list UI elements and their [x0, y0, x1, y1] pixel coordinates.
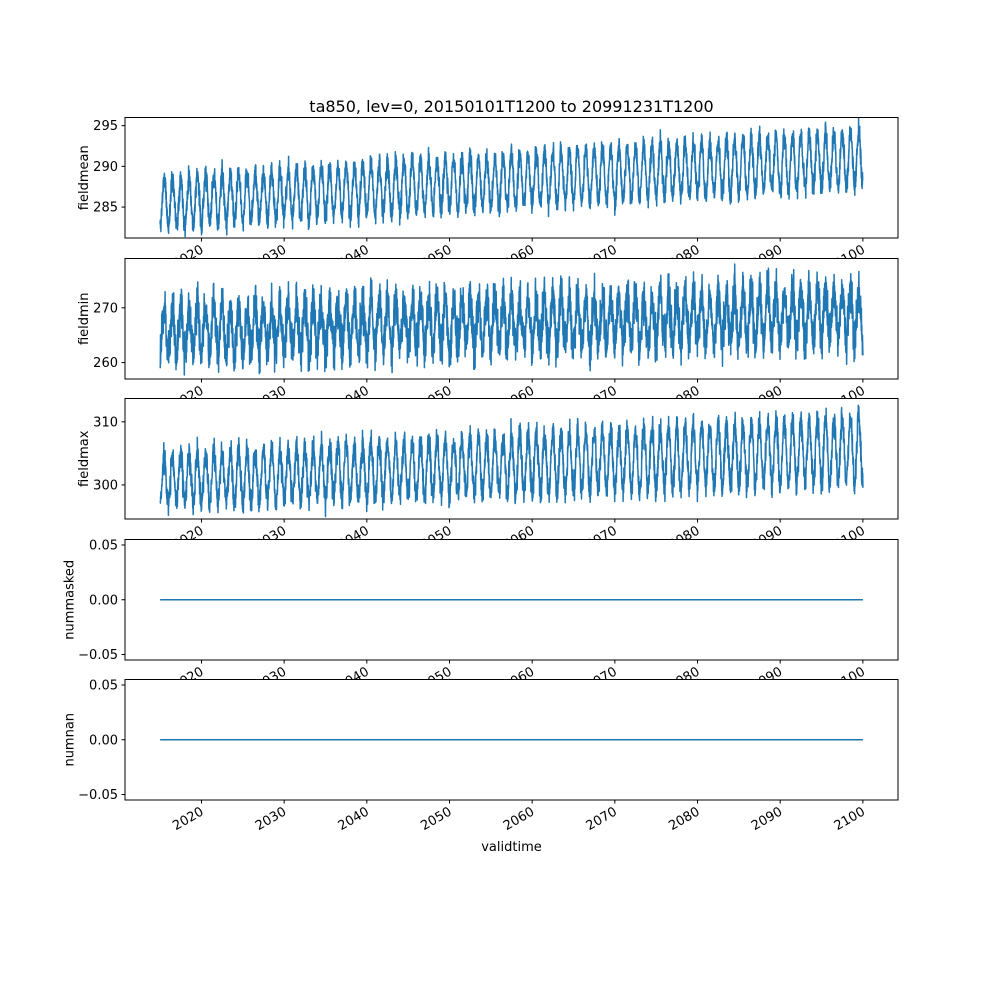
figure-title: ta850, lev=0, 20150101T1200 to 20991231T… — [309, 97, 714, 116]
y-tick-label: 285 — [93, 201, 118, 216]
y-tick-label: −0.05 — [78, 788, 118, 803]
y-axis-label-fieldmin: fieldmin — [77, 292, 92, 345]
x-tick-label: 2070 — [584, 805, 620, 835]
x-tick-label: 2050 — [418, 805, 454, 835]
x-tick-label: 2060 — [501, 805, 537, 835]
y-tick-label: 0.05 — [89, 538, 118, 553]
x-axis-label: validtime — [481, 840, 542, 855]
x-tick-label: 2090 — [749, 805, 785, 835]
y-axis-label-fieldmean: fieldmean — [77, 145, 92, 210]
y-axis-label-nummasked: nummasked — [63, 560, 78, 640]
y-tick-label: 310 — [93, 416, 118, 431]
y-tick-label: 270 — [93, 301, 118, 316]
y-tick-label: 0.05 — [89, 679, 118, 694]
y-tick-label: 0.00 — [89, 734, 118, 749]
y-tick-label: 295 — [93, 119, 118, 134]
x-tick-label: 2080 — [666, 805, 702, 835]
data-line-fieldmean — [159, 117, 864, 238]
axes-frame — [124, 117, 899, 239]
x-tick-label: 2100 — [832, 805, 868, 835]
x-tick-label: 2030 — [253, 805, 289, 835]
y-axis-label-numnan: numnan — [63, 713, 78, 767]
y-tick-label: 300 — [93, 479, 118, 494]
y-tick-label: −0.05 — [78, 648, 118, 663]
subplot-numnan: 0.05 0.00 −0.05 2020 2030 2040 2050 2060 2070 208… — [63, 679, 899, 834]
data-line-fieldmin — [159, 262, 864, 376]
x-tick-label: 2020 — [170, 805, 206, 835]
axes-frame — [124, 398, 899, 520]
y-tick-label: 260 — [93, 356, 118, 371]
axes-frame — [124, 257, 899, 380]
y-axis-label-fieldmax: fieldmax — [77, 430, 92, 487]
y-tick-label: 290 — [93, 160, 118, 175]
data-line-fieldmax — [159, 404, 864, 518]
x-tick-label: 2040 — [336, 805, 372, 835]
y-tick-label: 0.00 — [89, 593, 118, 608]
